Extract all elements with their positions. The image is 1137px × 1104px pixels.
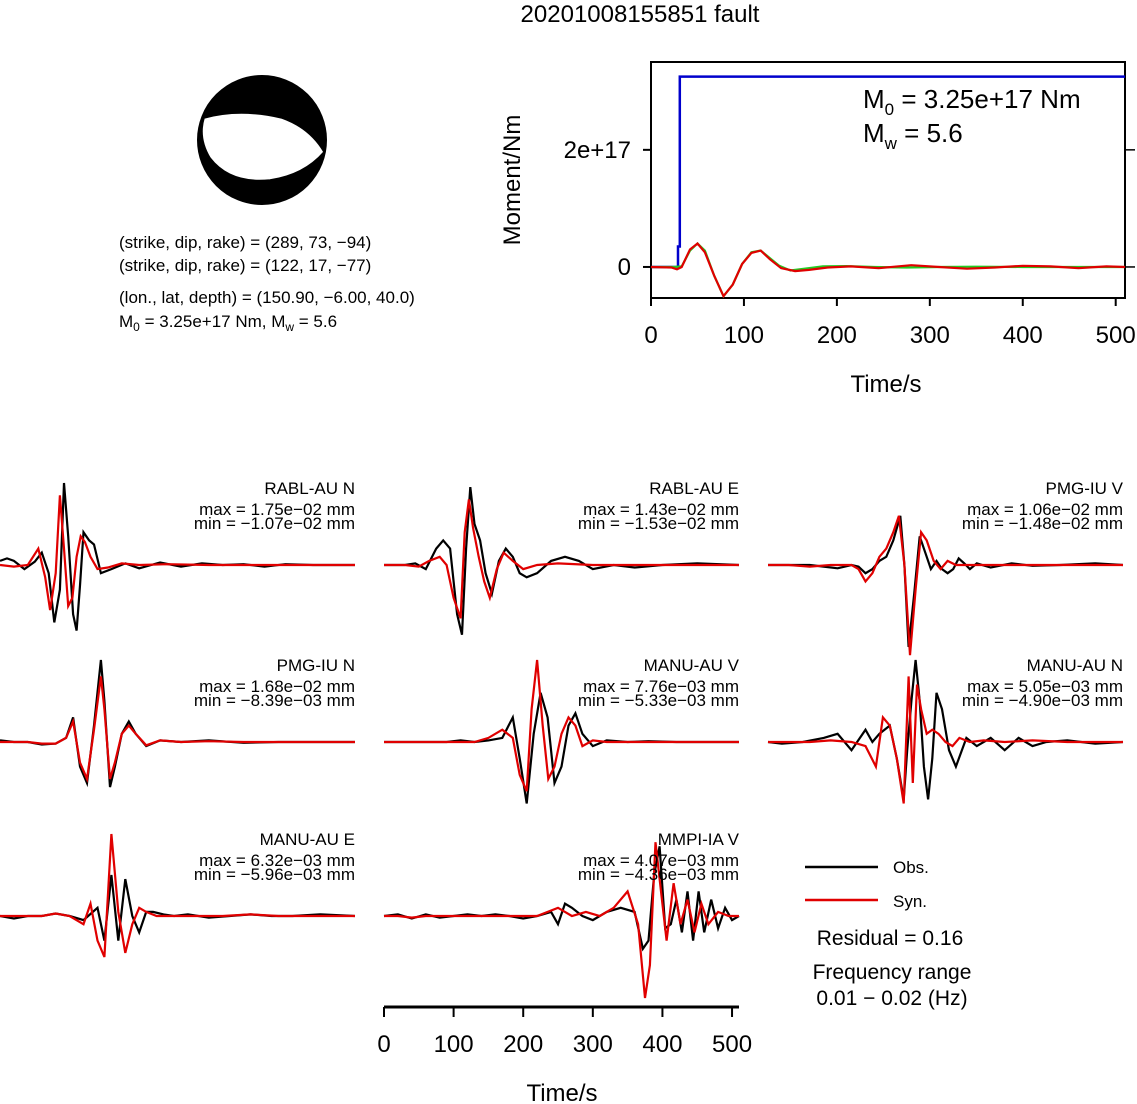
mw-sub: w [284, 320, 294, 334]
moment-xlabel: Time/s [850, 371, 921, 398]
moment-lines [650, 75, 1126, 299]
frequency-range-label: Frequency range [813, 961, 972, 984]
moment-mw-label: Mw = 5.6 [863, 118, 963, 153]
residual-label: Residual = 0.16 [817, 927, 964, 950]
legend-syn-label: Syn. [893, 892, 927, 911]
mw-value: = 5.6 [294, 312, 337, 331]
red-stf-line [650, 241, 1126, 299]
moment-xtick-label: 200 [817, 322, 857, 349]
moment-axes: 0 100 200 300 400 500 0 2e+17 [564, 137, 1136, 349]
mechanism-info: (strike, dip, rake) = (289, 73, −94) (st… [119, 233, 415, 334]
syn-trace [0, 495, 355, 611]
moment-xtick-label: 100 [724, 322, 764, 349]
mom-m0-value: = 3.25e+17 Nm [894, 84, 1080, 114]
station-label: PMG-IU N [277, 656, 355, 675]
waveform-xlabel: Time/s [526, 1080, 597, 1104]
station-min: min = −8.39e−03 mm [194, 691, 355, 710]
legend: Obs. Syn. Residual = 0.16 Frequency rang… [805, 858, 971, 1010]
waveform-time-axis: Time/s 0 100 200 300 400 500 [377, 1005, 752, 1104]
beachball-icon [197, 75, 327, 205]
station-max: max = 1.06e−02 mm [967, 500, 1123, 519]
syn-trace [384, 659, 739, 792]
station-max: max = 7.76e−03 mm [583, 677, 739, 696]
station-max: max = 1.43e−02 mm [583, 500, 739, 519]
mom-m0-sub: 0 [885, 100, 894, 119]
obs-trace [768, 515, 1124, 648]
location-line: (lon., lat, depth) = (150.90, −6.00, 40.… [119, 288, 415, 307]
mechanism-line-2: (strike, dip, rake) = (122, 17, −77) [119, 256, 371, 275]
station-min: min = −1.48e−02 mm [962, 514, 1123, 533]
frequency-range-value: 0.01 − 0.02 (Hz) [816, 987, 967, 1010]
green-stf-line [651, 241, 1125, 299]
mom-mw-sub: w [884, 134, 898, 153]
mechanism-line-1: (strike, dip, rake) = (289, 73, −94) [119, 233, 371, 252]
station-min: min = −5.96e−03 mm [194, 865, 355, 884]
syn-trace [768, 515, 1123, 656]
waveform-xtick-label: 400 [642, 1031, 682, 1058]
station-max: max = 6.32e−03 mm [199, 851, 355, 870]
station-label: MMPI-IA V [658, 830, 740, 849]
m0-prefix: M [119, 312, 133, 331]
waveform-xtick-label: 200 [503, 1031, 543, 1058]
station-max: max = 4.07e−03 mm [583, 851, 739, 870]
station-label: PMG-IU V [1046, 479, 1124, 498]
obs-trace [0, 874, 356, 941]
station-max: max = 1.75e−02 mm [199, 500, 355, 519]
station-label: RABL-AU N [264, 479, 355, 498]
waveform-xtick-label: 100 [434, 1031, 474, 1058]
moment-xtick-label: 0 [644, 322, 657, 349]
station-label: MANU-AU N [1027, 656, 1123, 675]
station-min: min = −5.33e−03 mm [578, 691, 739, 710]
syn-trace [0, 833, 355, 958]
figure-title: 20201008155851 fault [521, 1, 760, 28]
moment-ylabel: Moment/Nm [499, 115, 526, 246]
mom-m0-prefix: M [863, 84, 885, 114]
station-min: min = −4.36e−03 mm [578, 865, 739, 884]
moment-xtick-label: 400 [1003, 322, 1043, 349]
station-min: min = −1.07e−02 mm [194, 514, 355, 533]
syn-trace [0, 676, 355, 783]
moment-ytick-label: 0 [618, 254, 631, 281]
moment-line: M0 = 3.25e+17 Nm, Mw = 5.6 [119, 312, 337, 334]
syn-trace [384, 499, 739, 619]
station-min: min = −1.53e−02 mm [578, 514, 739, 533]
station-label: RABL-AU E [649, 479, 739, 498]
station-max: max = 5.05e−03 mm [967, 677, 1123, 696]
obs-trace [383, 846, 740, 952]
m0-value: = 3.25e+17 Nm, M [140, 312, 286, 331]
m0-sub: 0 [133, 320, 140, 334]
syn-trace [384, 842, 739, 999]
waveform-xtick-label: 300 [573, 1031, 613, 1058]
syn-trace [768, 676, 1123, 804]
moment-ytick-label: 2e+17 [564, 137, 631, 164]
legend-obs-label: Obs. [893, 858, 929, 877]
mom-mw-value: = 5.6 [897, 118, 963, 148]
mom-mw-prefix: M [863, 118, 885, 148]
waveform-xtick-label: 0 [377, 1031, 390, 1058]
station-label: MANU-AU V [644, 656, 740, 675]
moment-plot-frame [650, 61, 1126, 299]
station-min: min = −4.90e−03 mm [962, 691, 1123, 710]
moment-m0-label: M0 = 3.25e+17 Nm [863, 84, 1081, 119]
station-max: max = 1.68e−02 mm [199, 677, 355, 696]
waveform-xtick-label: 500 [712, 1031, 752, 1058]
moment-xtick-label: 300 [910, 322, 950, 349]
station-label: MANU-AU E [260, 830, 355, 849]
moment-xtick-label: 500 [1096, 322, 1136, 349]
